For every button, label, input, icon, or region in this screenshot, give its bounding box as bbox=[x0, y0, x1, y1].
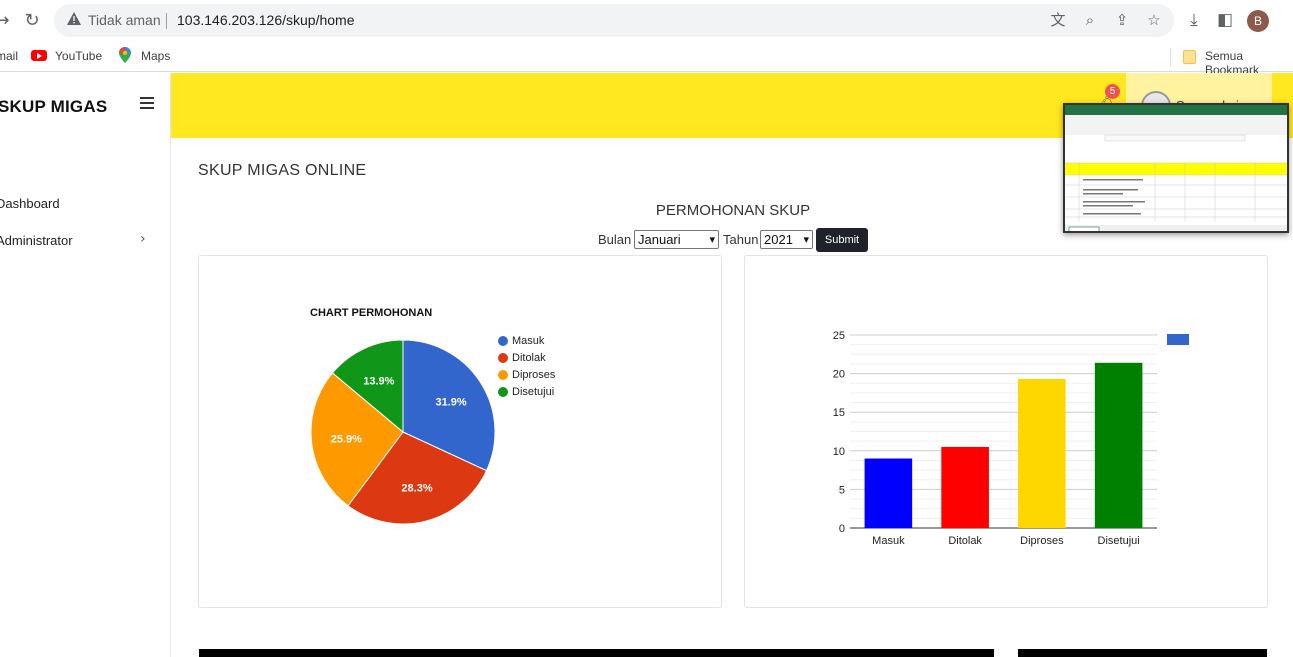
pie-slice-ditolak bbox=[347, 431, 488, 525]
insecure-label[interactable]: Tidak aman bbox=[88, 12, 161, 28]
spreadsheet-thumbnail bbox=[1065, 105, 1287, 231]
bar-disetujui bbox=[1094, 362, 1143, 528]
profile-avatar[interactable]: B bbox=[1247, 10, 1269, 32]
legend-masuk: Masuk bbox=[498, 335, 545, 347]
bar-masuk bbox=[864, 458, 913, 528]
x-tick-label: Ditolak bbox=[948, 535, 982, 547]
sidebar: SKUP MIGAS Dashboard Administrator › bbox=[0, 73, 171, 657]
warning-icon bbox=[67, 12, 81, 25]
tahun-label: Tahun bbox=[723, 232, 759, 247]
legend-diproses-label: Diproses bbox=[512, 369, 556, 381]
legend-disetujui-dot bbox=[498, 387, 508, 397]
chevron-right-icon: › bbox=[140, 231, 146, 247]
legend-swatch bbox=[1167, 334, 1189, 345]
y-tick-label: 15 bbox=[833, 407, 845, 419]
brand-logo[interactable]: SKUP MIGAS bbox=[0, 97, 108, 116]
bookmark-maps[interactable]: Maps bbox=[141, 49, 171, 63]
legend-masuk-dot bbox=[498, 336, 508, 346]
section-title: PERMOHONAN SKUP bbox=[655, 202, 811, 219]
bookmark-mail[interactable]: mail bbox=[0, 49, 19, 63]
share-icon[interactable]: ⇪ bbox=[1115, 11, 1129, 29]
page-title: SKUP MIGAS ONLINE bbox=[198, 162, 367, 179]
bulan-label: Bulan bbox=[598, 232, 632, 247]
y-tick-label: 5 bbox=[839, 484, 845, 496]
translate-icon[interactable]: 文 bbox=[1050, 11, 1066, 29]
bookmark-youtube[interactable]: YouTube bbox=[55, 49, 103, 63]
pie-slice-masuk bbox=[402, 339, 496, 472]
y-tick-label: 20 bbox=[833, 369, 845, 381]
sidebar-item-dashboard[interactable]: Dashboard bbox=[0, 196, 60, 211]
reload-icon[interactable]: ↻ bbox=[24, 10, 40, 31]
legend-ditolak: Ditolak bbox=[498, 352, 546, 364]
legend-disetujui: Disetujui bbox=[498, 386, 555, 398]
youtube-icon bbox=[31, 50, 47, 61]
legend-disetujui-label: Disetujui bbox=[512, 386, 555, 398]
legend-ditolak-dot bbox=[498, 353, 508, 363]
y-tick-label: 25 bbox=[833, 330, 845, 342]
legend-diproses: Diproses bbox=[498, 369, 556, 381]
pie-chart-card: CHART PERMOHONAN 31.9% 28.3% 25.9% 13.9% Ma… bbox=[198, 255, 722, 608]
pie-chart: 31.9% 28.3% 25.9% 13.9% bbox=[310, 339, 496, 525]
bulan-select[interactable]: Januari bbox=[634, 230, 719, 249]
browser-toolbar: → ↻ Tidak aman 103.146.203.126/skup/home… bbox=[0, 0, 1293, 42]
bookmarks-bar: mail YouTube Maps Semua Bookmark bbox=[0, 42, 1293, 77]
y-tick-label: 10 bbox=[833, 446, 845, 458]
window-preview-thumbnail[interactable] bbox=[1063, 103, 1289, 233]
maps-pin-icon bbox=[119, 47, 131, 63]
pie-chart-title: CHART PERMOHONAN bbox=[310, 307, 433, 319]
legend-masuk-label: Masuk bbox=[512, 335, 545, 347]
download-icon[interactable]: ⤓ bbox=[1190, 10, 1198, 30]
forward-icon[interactable]: → bbox=[0, 10, 10, 31]
bookmark-star-icon[interactable]: ☆ bbox=[1147, 11, 1161, 29]
zoom-icon[interactable]: ⌕ bbox=[1085, 11, 1095, 29]
x-tick-label: Diproses bbox=[1020, 535, 1064, 547]
folder-icon bbox=[1183, 50, 1196, 64]
tahun-select[interactable]: 2021 bbox=[760, 230, 813, 249]
bar-ditolak bbox=[941, 446, 989, 528]
legend-diproses-dot bbox=[498, 370, 508, 380]
notification-badge: 5 bbox=[1105, 84, 1120, 99]
pie-label-ditolak: 28.3% bbox=[401, 482, 432, 494]
bar-chart: 0 5 10 15 20 25 Masuk Ditolak Diproses Disetujui bbox=[833, 330, 1189, 547]
table-card-header bbox=[199, 649, 994, 657]
bookmarks-divider bbox=[1170, 48, 1171, 66]
pie-label-disetujui: 13.9% bbox=[363, 375, 394, 387]
y-tick-label: 0 bbox=[839, 523, 845, 535]
side-panel-icon[interactable]: ◧ bbox=[1216, 10, 1234, 30]
url-text[interactable]: 103.146.203.126/skup/home bbox=[177, 12, 355, 28]
legend-ditolak-label: Ditolak bbox=[512, 352, 546, 364]
pie-slice-disetujui bbox=[331, 339, 404, 434]
side-card-header bbox=[1018, 649, 1267, 657]
bar-diproses bbox=[1018, 379, 1066, 528]
menu-toggle-icon[interactable] bbox=[140, 97, 154, 109]
sidebar-item-administrator[interactable]: Administrator bbox=[0, 233, 73, 248]
address-bar[interactable]: Tidak aman 103.146.203.126/skup/home 文 ⌕… bbox=[54, 4, 1174, 37]
submit-button[interactable]: Submit bbox=[816, 228, 868, 252]
pie-slice-diproses bbox=[310, 372, 404, 507]
x-tick-label: Masuk bbox=[872, 535, 905, 547]
pie-label-diproses: 25.9% bbox=[331, 434, 362, 446]
x-tick-label: Disetujui bbox=[1098, 535, 1140, 547]
pie-label-masuk: 31.9% bbox=[435, 396, 466, 408]
bar-chart-card: 0 5 10 15 20 25 Masuk Ditolak Diproses Disetujui bbox=[744, 255, 1268, 608]
omnibox-divider bbox=[166, 13, 167, 29]
